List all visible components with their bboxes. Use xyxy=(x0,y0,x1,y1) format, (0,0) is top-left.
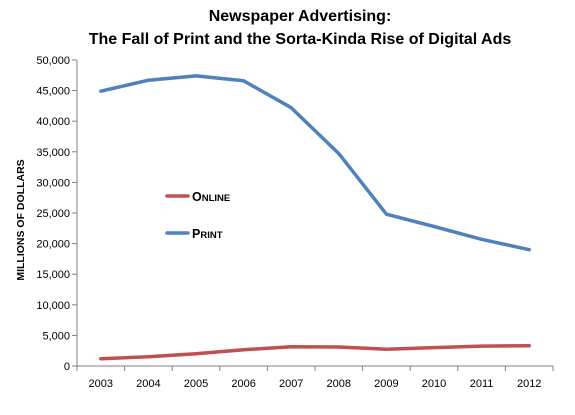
y-tick-label: 50,000 xyxy=(36,55,70,67)
series-line-print xyxy=(99,74,531,252)
y-tick-label: 5,000 xyxy=(42,330,70,342)
y-tick-label: 15,000 xyxy=(36,269,70,281)
x-tick-label: 2011 xyxy=(470,378,494,390)
x-tick-label: 2006 xyxy=(231,378,255,390)
series-lines xyxy=(99,74,531,361)
y-tick-label: 40,000 xyxy=(36,116,70,128)
y-tick-label: 25,000 xyxy=(36,208,70,220)
x-tick-label: 2003 xyxy=(89,378,113,390)
y-tick-label: 30,000 xyxy=(36,177,70,189)
x-tick-label: 2010 xyxy=(422,378,446,390)
legend-label-print: PRINT xyxy=(192,227,223,241)
legend: ONLINE PRINT xyxy=(165,190,230,241)
y-tick-label: 0 xyxy=(64,361,70,373)
chart-title-line-2: The Fall of Print and the Sorta-Kinda Ri… xyxy=(89,31,512,48)
x-tick-label: 2009 xyxy=(374,378,398,390)
y-tick-label: 20,000 xyxy=(36,239,70,251)
y-tick-label: 35,000 xyxy=(36,147,70,159)
legend-label-online: ONLINE xyxy=(192,190,230,204)
x-tick-label: 2012 xyxy=(517,378,541,390)
y-tick-label: 45,000 xyxy=(36,86,70,98)
x-tick-label: 2008 xyxy=(327,378,351,390)
x-axis-ticks: 2003 2004 2005 2006 2007 2008 2009 2010 2011 2012 xyxy=(76,366,554,390)
y-axis-label: MILLIONS OF DOLLARS xyxy=(15,159,27,280)
x-tick-label: 2004 xyxy=(136,378,160,390)
x-tick-label: 2005 xyxy=(184,378,208,390)
axes xyxy=(76,60,553,367)
y-tick-label: 10,000 xyxy=(36,300,70,312)
chart-title-line-1: Newspaper Advertising: xyxy=(209,8,392,25)
x-tick-label: 2007 xyxy=(279,378,303,390)
y-axis-ticks: 0 5,000 10,000 15,000 20,000 25,000 30,000 35,0… xyxy=(36,55,77,373)
series-line-online xyxy=(99,344,531,361)
